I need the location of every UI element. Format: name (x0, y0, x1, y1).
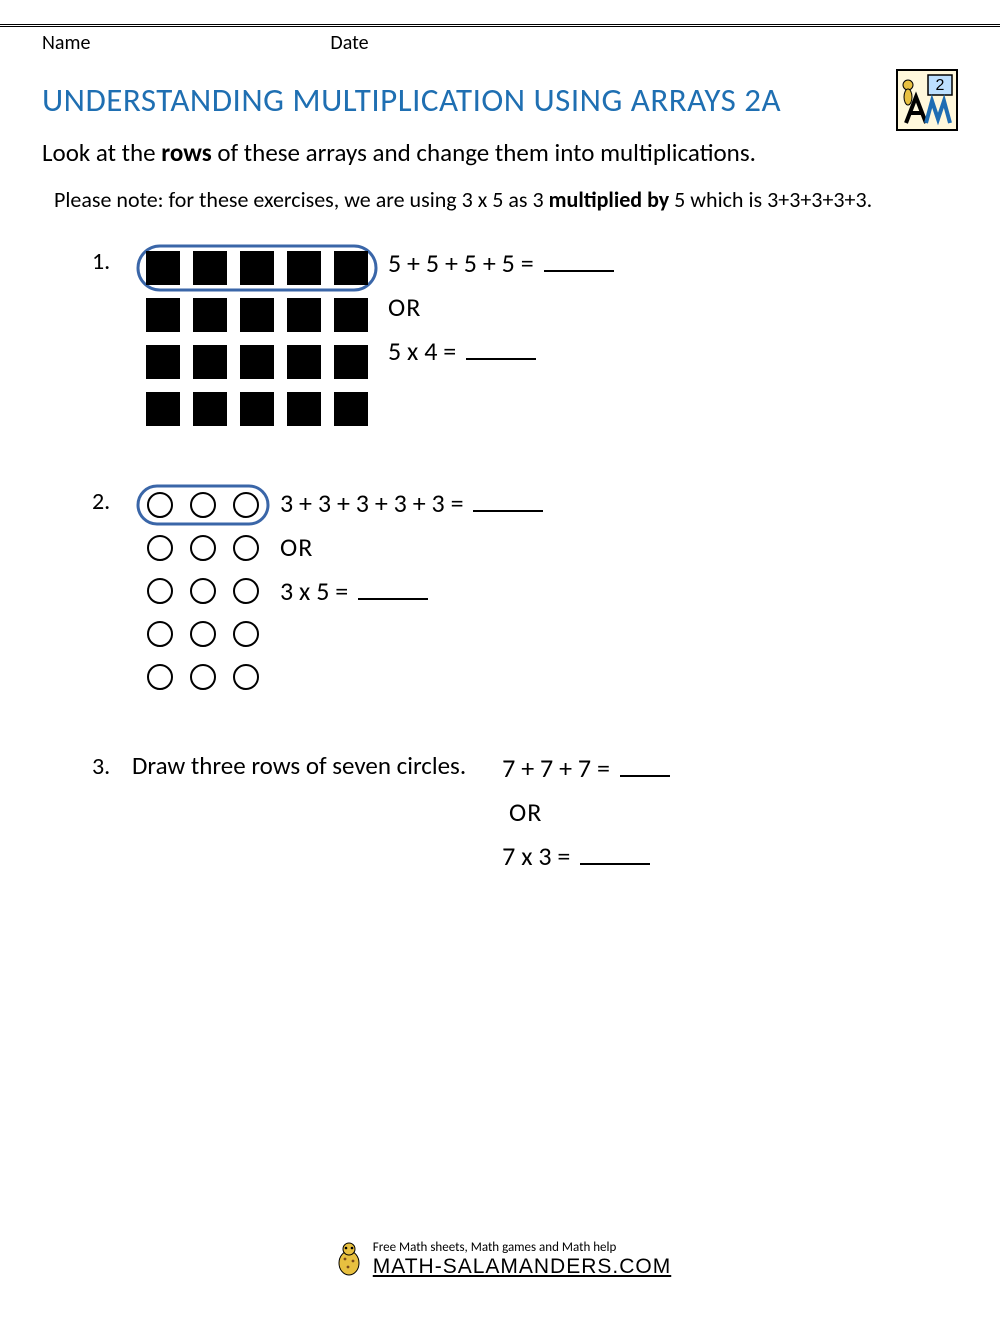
equations: 3 + 3 + 3 + 3 + 3 = OR3 x 5 = (274, 481, 543, 614)
problem-number: 2. (42, 481, 132, 516)
note: Please note: for these exercises, we are… (54, 186, 958, 213)
or-label: OR (388, 285, 614, 329)
answer-blank[interactable] (580, 843, 650, 865)
grade-badge: 2 (896, 69, 958, 131)
footer-tagline: Free Math sheets, Math games and Math he… (373, 1240, 671, 1255)
instructions: Look at the rows of these arrays and cha… (42, 137, 958, 168)
equations: 7 + 7 + 7 = OR7 x 3 = (496, 746, 670, 879)
addition-eq: 3 + 3 + 3 + 3 + 3 = (280, 481, 543, 525)
mult-eq: 7 x 3 = (502, 834, 670, 878)
array-diagram (132, 481, 274, 701)
page-title: UNDERSTANDING MULTIPLICATION USING ARRAY… (42, 80, 781, 120)
salamander-icon (329, 1239, 369, 1279)
problem-3: 3.Draw three rows of seven circles.7 + 7… (42, 746, 958, 879)
name-label: Name (42, 31, 90, 55)
answer-blank[interactable] (358, 578, 428, 600)
footer: Free Math sheets, Math games and Math he… (0, 1239, 1000, 1284)
array-diagram (132, 241, 382, 436)
answer-blank[interactable] (544, 250, 614, 272)
problem-number: 1. (42, 241, 132, 276)
footer-brand: MATH-SALAMANDERS.COM (373, 1255, 671, 1279)
mult-eq: 5 x 4 = (388, 329, 614, 373)
or-label: OR (502, 790, 670, 834)
problem-2: 2. 3 + 3 + 3 + 3 + 3 = OR3 x 5 = (42, 481, 958, 706)
addition-eq: 5 + 5 + 5 + 5 = (388, 241, 614, 285)
or-label: OR (280, 525, 543, 569)
equations: 5 + 5 + 5 + 5 = OR5 x 4 = (382, 241, 614, 374)
date-label: Date (330, 31, 368, 55)
answer-blank[interactable] (620, 755, 670, 777)
addition-eq: 7 + 7 + 7 = (502, 746, 670, 790)
draw-instruction: Draw three rows of seven circles. (132, 746, 496, 781)
svg-text:2: 2 (936, 77, 945, 94)
top-rule (0, 24, 1000, 27)
answer-blank[interactable] (466, 338, 536, 360)
mult-eq: 3 x 5 = (280, 569, 543, 613)
problem-1: 1. 5 + 5 + 5 + 5 = OR5 x 4 = (42, 241, 958, 441)
answer-blank[interactable] (473, 490, 543, 512)
header: Name Date (42, 31, 958, 55)
problem-number: 3. (42, 746, 132, 781)
